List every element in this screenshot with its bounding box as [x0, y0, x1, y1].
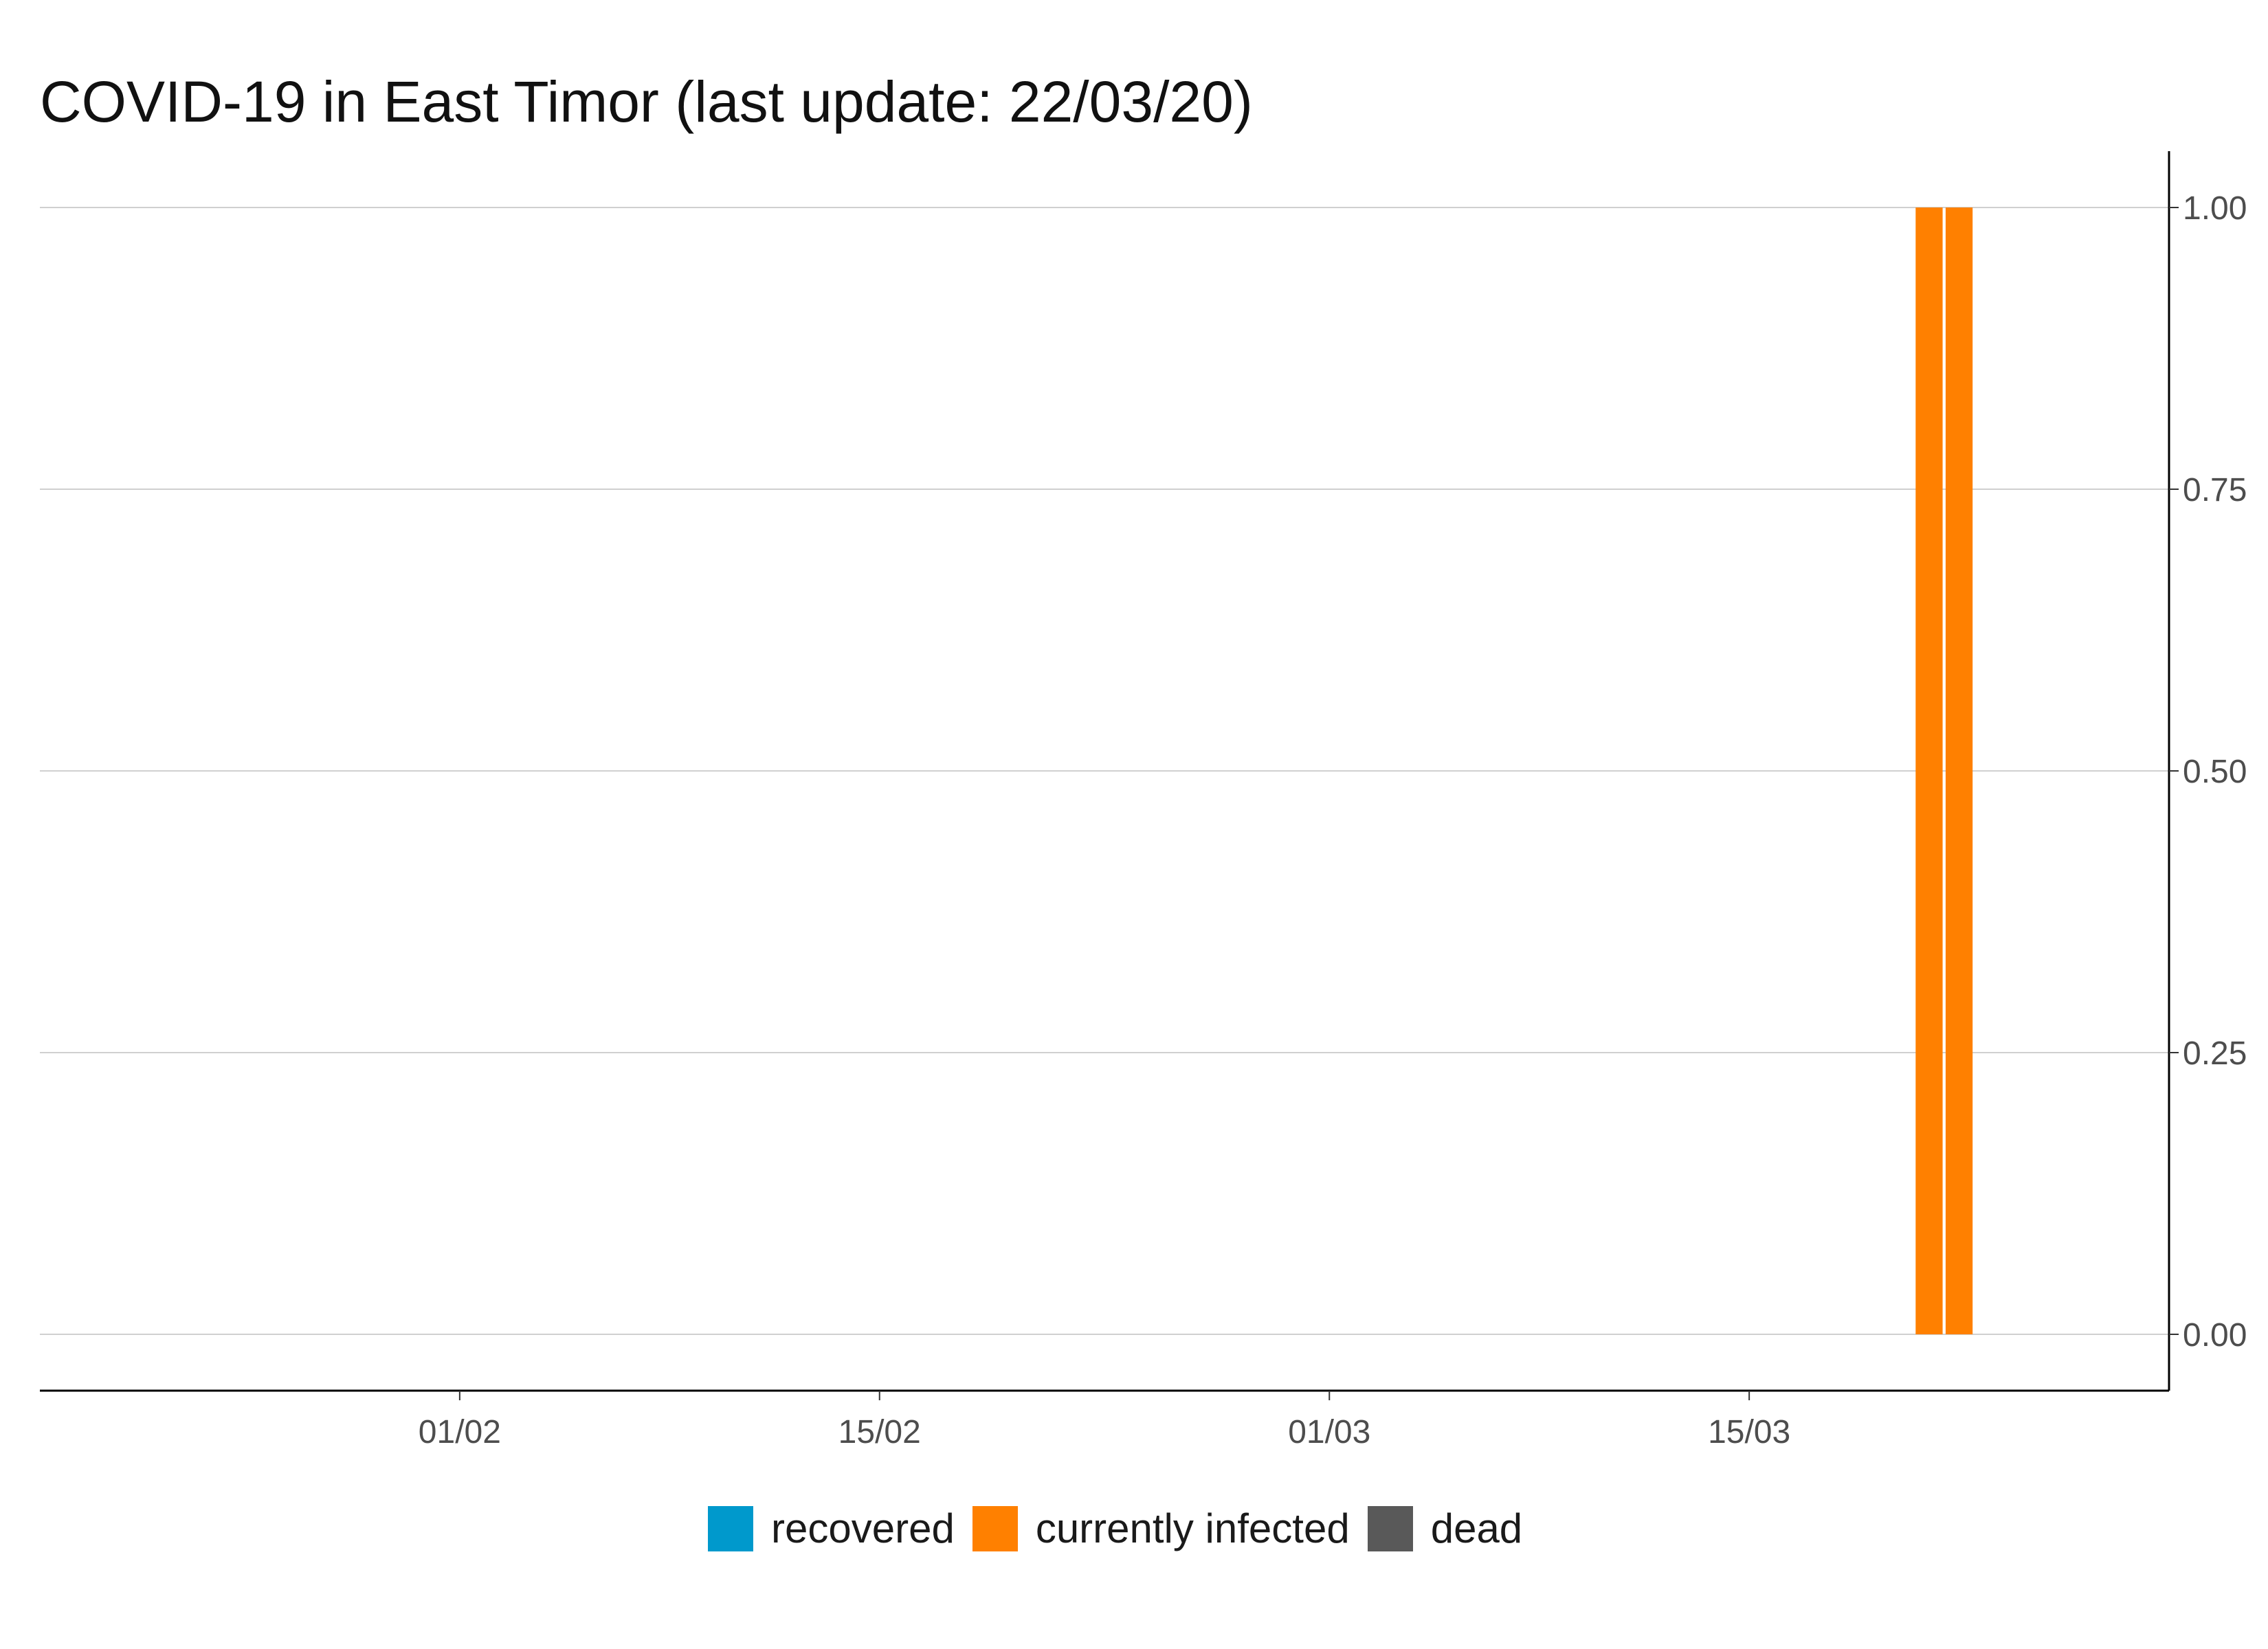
- y-tick-label: 0.00: [2183, 1317, 2247, 1354]
- legend-swatch: [972, 1505, 1018, 1551]
- y-tick-label: 0.50: [2183, 754, 2247, 790]
- x-tick-label: 01/02: [419, 1414, 501, 1450]
- x-tick-label: 15/02: [838, 1414, 921, 1450]
- legend-label: recovered: [771, 1505, 955, 1551]
- legend-label: currently infected: [1035, 1505, 1350, 1551]
- chart-title: COVID-19 in East Timor (last update: 22/…: [40, 69, 1253, 134]
- y-tick-label: 1.00: [2183, 190, 2247, 227]
- y-tick-label: 0.25: [2183, 1035, 2247, 1072]
- bar: [1945, 207, 1973, 1334]
- bar: [1915, 207, 1943, 1334]
- x-tick-label: 01/03: [1288, 1414, 1370, 1450]
- y-tick-label: 0.75: [2183, 472, 2247, 508]
- legend-item: dead: [1367, 1505, 1523, 1552]
- legend-swatch: [708, 1505, 753, 1551]
- legend-item: recovered: [708, 1505, 955, 1552]
- legend-label: dead: [1430, 1505, 1523, 1551]
- legend-item: currently infected: [972, 1505, 1350, 1552]
- legend: recovered currently infected dead: [708, 1505, 1540, 1552]
- legend-swatch: [1367, 1505, 1413, 1551]
- gridlines: [40, 207, 2169, 1335]
- ticks: 0.00 0.25 0.50 0.75 1.00 01/02 15/02 01/03 15/03: [419, 190, 2247, 1450]
- x-tick-label: 15/03: [1708, 1414, 1790, 1450]
- bars: [1915, 207, 1973, 1334]
